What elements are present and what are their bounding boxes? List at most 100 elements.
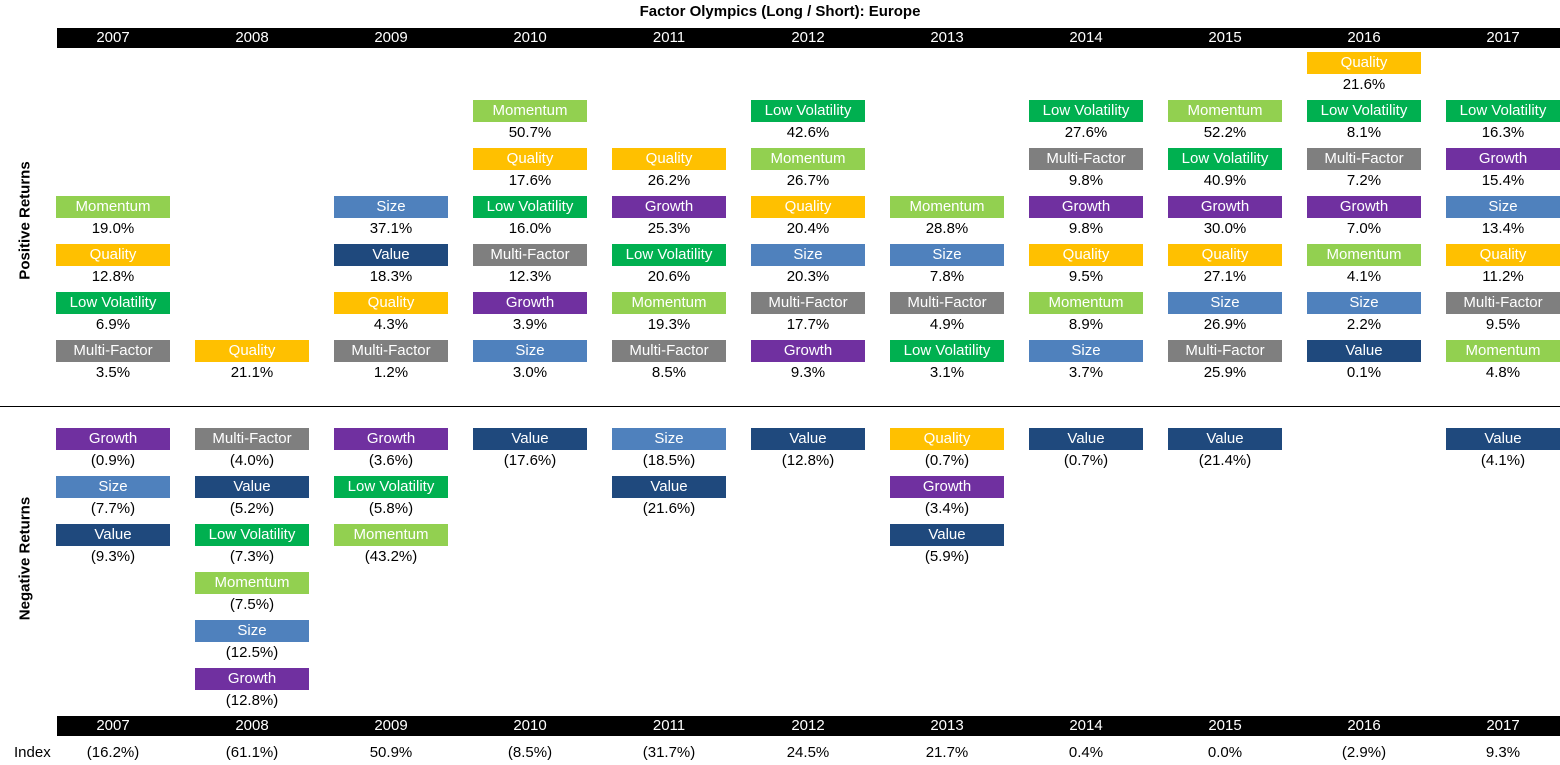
factor-label: Momentum [473,100,587,122]
factor-return-value: (4.0%) [229,452,275,469]
factor-cell-quality: Quality 9.5% [1029,244,1143,288]
factor-label: Size [751,244,865,266]
factor-cell-size: Size 3.7% [1029,340,1143,384]
factor-label: Value [1168,428,1282,450]
factor-label: Growth [473,292,587,314]
factor-label: Momentum [56,196,170,218]
factor-return-value: (4.1%) [1480,452,1526,469]
factor-cell-growth: Growth (12.8%) [195,668,309,712]
index-value: 0.4% [1068,744,1104,761]
index-value: 24.5% [786,744,830,761]
factor-label: Low Volatility [890,340,1004,362]
factor-return-value: 25.9% [1203,364,1247,381]
factor-cell-low-volatility: Low Volatility 16.3% [1446,100,1560,144]
factor-return-value: 19.3% [647,316,691,333]
factor-cell-value: Value (21.6%) [612,476,726,520]
factor-cell-low-volatility: Low Volatility (5.8%) [334,476,448,520]
year-label: 2017 [1486,29,1520,46]
factor-label: Value [334,244,448,266]
factor-return-value: 26.7% [786,172,830,189]
factor-return-value: 20.6% [647,268,691,285]
year-label: 2015 [1208,29,1242,46]
factor-return-value: 1.2% [373,364,409,381]
factor-label: Momentum [195,572,309,594]
factor-return-value: (9.3%) [90,548,136,565]
factor-cell-growth: Growth 30.0% [1168,196,1282,240]
factor-cell-momentum: Momentum 28.8% [890,196,1004,240]
factor-return-value: (3.4%) [924,500,970,517]
factor-cell-multi-factor: Multi-Factor 9.8% [1029,148,1143,192]
factor-return-value: 15.4% [1481,172,1525,189]
factor-cell-size: Size 26.9% [1168,292,1282,336]
factor-label: Value [751,428,865,450]
factor-label: Quality [1446,244,1560,266]
factor-return-value: (5.8%) [368,500,414,517]
year-label: 2007 [96,29,130,46]
factor-label: Low Volatility [1307,100,1421,122]
factor-label: Value [195,476,309,498]
factor-cell-quality: Quality 27.1% [1168,244,1282,288]
factor-return-value: 4.1% [1346,268,1382,285]
factor-cell-multi-factor: Multi-Factor 1.2% [334,340,448,384]
factor-label: Size [1446,196,1560,218]
factor-cell-growth: Growth (0.9%) [56,428,170,472]
factor-cell-growth: Growth 9.3% [751,340,865,384]
factor-return-value: 0.1% [1346,364,1382,381]
factor-cell-value: Value (17.6%) [473,428,587,472]
factor-cell-multi-factor: Multi-Factor (4.0%) [195,428,309,472]
factor-cell-low-volatility: Low Volatility 20.6% [612,244,726,288]
factor-cell-momentum: Momentum (7.5%) [195,572,309,616]
factor-cell-momentum: Momentum 4.1% [1307,244,1421,288]
factor-return-value: (21.4%) [1198,452,1252,469]
index-value: (61.1%) [225,744,279,761]
factor-label: Low Volatility [1446,100,1560,122]
factor-cell-quality: Quality (0.7%) [890,428,1004,472]
factor-cell-momentum: Momentum 26.7% [751,148,865,192]
factor-return-value: 19.0% [91,220,135,237]
factor-cell-size: Size 3.0% [473,340,587,384]
factor-cell-quality: Quality 11.2% [1446,244,1560,288]
factor-label: Multi-Factor [1168,340,1282,362]
factor-return-value: 7.0% [1346,220,1382,237]
year-label: 2010 [513,29,547,46]
factor-label: Growth [890,476,1004,498]
factor-return-value: (0.9%) [90,452,136,469]
index-label: Index [14,744,51,761]
factor-label: Size [1307,292,1421,314]
factor-return-value: 8.1% [1346,124,1382,141]
factor-return-value: 37.1% [369,220,413,237]
factor-return-value: (7.5%) [229,596,275,613]
factor-return-value: 7.2% [1346,172,1382,189]
year-header-bottom: 2007 2008 2009 2010 2011 2012 2013 2014 2015 2016… [57,716,1560,736]
factor-return-value: 16.0% [508,220,552,237]
index-value: 0.0% [1207,744,1243,761]
factor-cell-momentum: Momentum 52.2% [1168,100,1282,144]
factor-return-value: 12.8% [91,268,135,285]
factor-cell-low-volatility: Low Volatility 40.9% [1168,148,1282,192]
factor-cell-size: Size (18.5%) [612,428,726,472]
factor-label: Low Volatility [1029,100,1143,122]
factor-return-value: (3.6%) [368,452,414,469]
factor-return-value: 40.9% [1203,172,1247,189]
factor-label: Momentum [1307,244,1421,266]
factor-label: Quality [1029,244,1143,266]
factor-label: Low Volatility [612,244,726,266]
factor-label: Multi-Factor [612,340,726,362]
factor-return-value: 9.8% [1068,220,1104,237]
factor-label: Growth [334,428,448,450]
factor-label: Growth [612,196,726,218]
year-label: 2009 [374,717,408,734]
factor-return-value: 3.1% [929,364,965,381]
factor-return-value: (7.3%) [229,548,275,565]
factor-label: Momentum [1446,340,1560,362]
factor-cell-multi-factor: Multi-Factor 12.3% [473,244,587,288]
factor-cell-low-volatility: Low Volatility 6.9% [56,292,170,336]
factor-cell-momentum: Momentum 19.0% [56,196,170,240]
factor-cell-growth: Growth 15.4% [1446,148,1560,192]
factor-return-value: 30.0% [1203,220,1247,237]
factor-cell-multi-factor: Multi-Factor 25.9% [1168,340,1282,384]
factor-cell-value: Value (9.3%) [56,524,170,568]
factor-return-value: 26.9% [1203,316,1247,333]
factor-label: Quality [56,244,170,266]
factor-cell-momentum: Momentum (43.2%) [334,524,448,568]
